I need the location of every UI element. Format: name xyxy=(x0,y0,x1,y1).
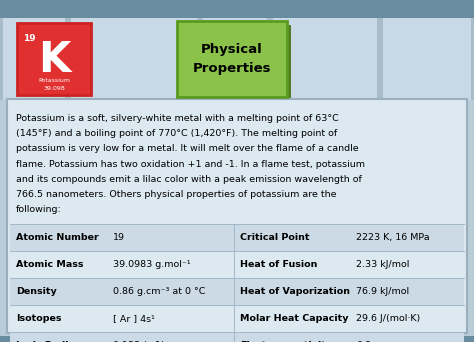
Text: 2223 K, 16 MPa: 2223 K, 16 MPa xyxy=(356,233,429,242)
Text: 19: 19 xyxy=(113,233,125,242)
Text: K: K xyxy=(38,39,70,81)
Bar xyxy=(0,18,3,100)
Bar xyxy=(10,332,464,342)
FancyBboxPatch shape xyxy=(7,99,467,333)
Text: Isotopes: Isotopes xyxy=(16,314,62,324)
Text: Atomic Number: Atomic Number xyxy=(16,233,99,242)
Text: and its compounds emit a lilac color with a peak emission wavelength of: and its compounds emit a lilac color wit… xyxy=(16,175,362,184)
Text: Ionic Radius: Ionic Radius xyxy=(16,341,81,342)
Text: 19: 19 xyxy=(23,34,36,43)
Text: Electronegativity: Electronegativity xyxy=(240,341,332,342)
Text: 0.133 (+1): 0.133 (+1) xyxy=(113,341,165,342)
Bar xyxy=(0,18,474,100)
Bar xyxy=(267,18,273,100)
Bar xyxy=(10,251,464,278)
Text: 76.9 kJ/mol: 76.9 kJ/mol xyxy=(356,287,409,297)
Bar xyxy=(471,18,474,100)
FancyBboxPatch shape xyxy=(181,25,291,101)
Text: Heat of Fusion: Heat of Fusion xyxy=(240,260,318,269)
Text: Atomic Mass: Atomic Mass xyxy=(16,260,83,269)
Text: Potassium is a soft, silvery-white metal with a melting point of 63°C: Potassium is a soft, silvery-white metal… xyxy=(16,114,339,123)
Text: Molar Heat Capacity: Molar Heat Capacity xyxy=(240,314,348,324)
Text: 29.6 J/(mol·K): 29.6 J/(mol·K) xyxy=(356,314,420,324)
Text: [ Ar ] 4s¹: [ Ar ] 4s¹ xyxy=(113,314,155,324)
Bar xyxy=(0,0,474,18)
Text: 39.0983 g.mol⁻¹: 39.0983 g.mol⁻¹ xyxy=(113,260,191,269)
Text: flame. Potassium has two oxidation +1 and -1. In a flame test, potassium: flame. Potassium has two oxidation +1 an… xyxy=(16,160,365,169)
Text: 2.33 kJ/mol: 2.33 kJ/mol xyxy=(356,260,410,269)
Text: 39.098: 39.098 xyxy=(43,87,65,92)
Text: 766.5 nanometers. Others physical properties of potassium are the: 766.5 nanometers. Others physical proper… xyxy=(16,190,337,199)
Text: Critical Point: Critical Point xyxy=(240,233,310,242)
Bar xyxy=(197,18,203,100)
Bar xyxy=(10,278,464,305)
Text: (145°F) and a boiling point of 770°C (1,420°F). The melting point of: (145°F) and a boiling point of 770°C (1,… xyxy=(16,129,337,138)
Text: following:: following: xyxy=(16,205,62,214)
Bar xyxy=(10,305,464,332)
Text: Potassium: Potassium xyxy=(38,79,70,83)
Text: 0.86 g.cm⁻³ at 0 °C: 0.86 g.cm⁻³ at 0 °C xyxy=(113,287,205,297)
Text: Density: Density xyxy=(16,287,57,297)
Text: Physical
Properties: Physical Properties xyxy=(193,43,271,75)
Bar xyxy=(65,18,71,100)
Bar xyxy=(10,224,464,251)
Bar xyxy=(377,18,383,100)
Text: Heat of Vaporization: Heat of Vaporization xyxy=(240,287,350,297)
Text: potassium is very low for a metal. It will melt over the flame of a candle: potassium is very low for a metal. It wi… xyxy=(16,144,359,154)
Text: 0.8: 0.8 xyxy=(356,341,371,342)
Bar xyxy=(0,336,474,342)
FancyBboxPatch shape xyxy=(177,21,287,97)
FancyBboxPatch shape xyxy=(17,23,91,95)
